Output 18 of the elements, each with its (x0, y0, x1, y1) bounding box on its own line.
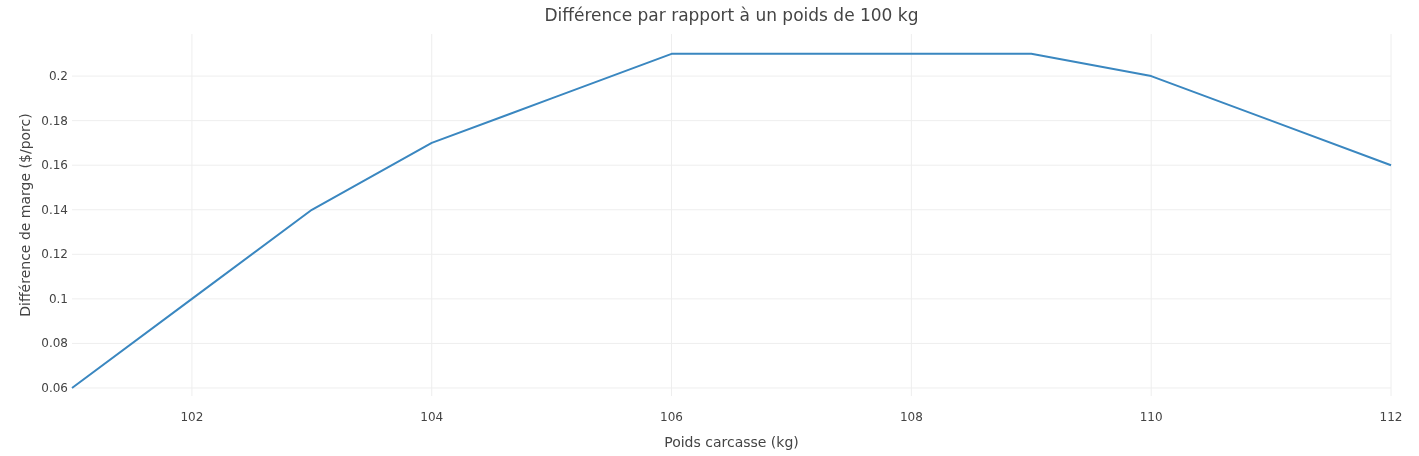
y-tick-label: 0.2 (48, 69, 68, 84)
y-tick-label: 0.06 (41, 380, 68, 395)
y-tick-label: 0.16 (41, 158, 68, 173)
y-tick-label: 0.14 (41, 202, 68, 217)
x-tick-label: 102 (180, 410, 204, 424)
y-tick-label: 0.12 (41, 247, 68, 262)
chart-title: Différence par rapport à un poids de 100 kg (544, 5, 919, 25)
x-tick-label: 104 (420, 410, 444, 424)
x-tick-label: 112 (1379, 410, 1403, 424)
x-tick-label: 110 (1139, 410, 1163, 424)
x-tick-label: 108 (899, 410, 923, 424)
y-tick-label: 0.1 (48, 291, 68, 306)
y-axis-title: Différence de marge ($/porc) (17, 113, 33, 317)
x-tick-label: 106 (660, 410, 683, 424)
line-series (71, 52, 1392, 389)
y-tick-label: 0.18 (41, 113, 68, 128)
x-axis-title: Poids carcasse (kg) (664, 434, 799, 450)
y-tick-label: 0.08 (41, 336, 68, 351)
